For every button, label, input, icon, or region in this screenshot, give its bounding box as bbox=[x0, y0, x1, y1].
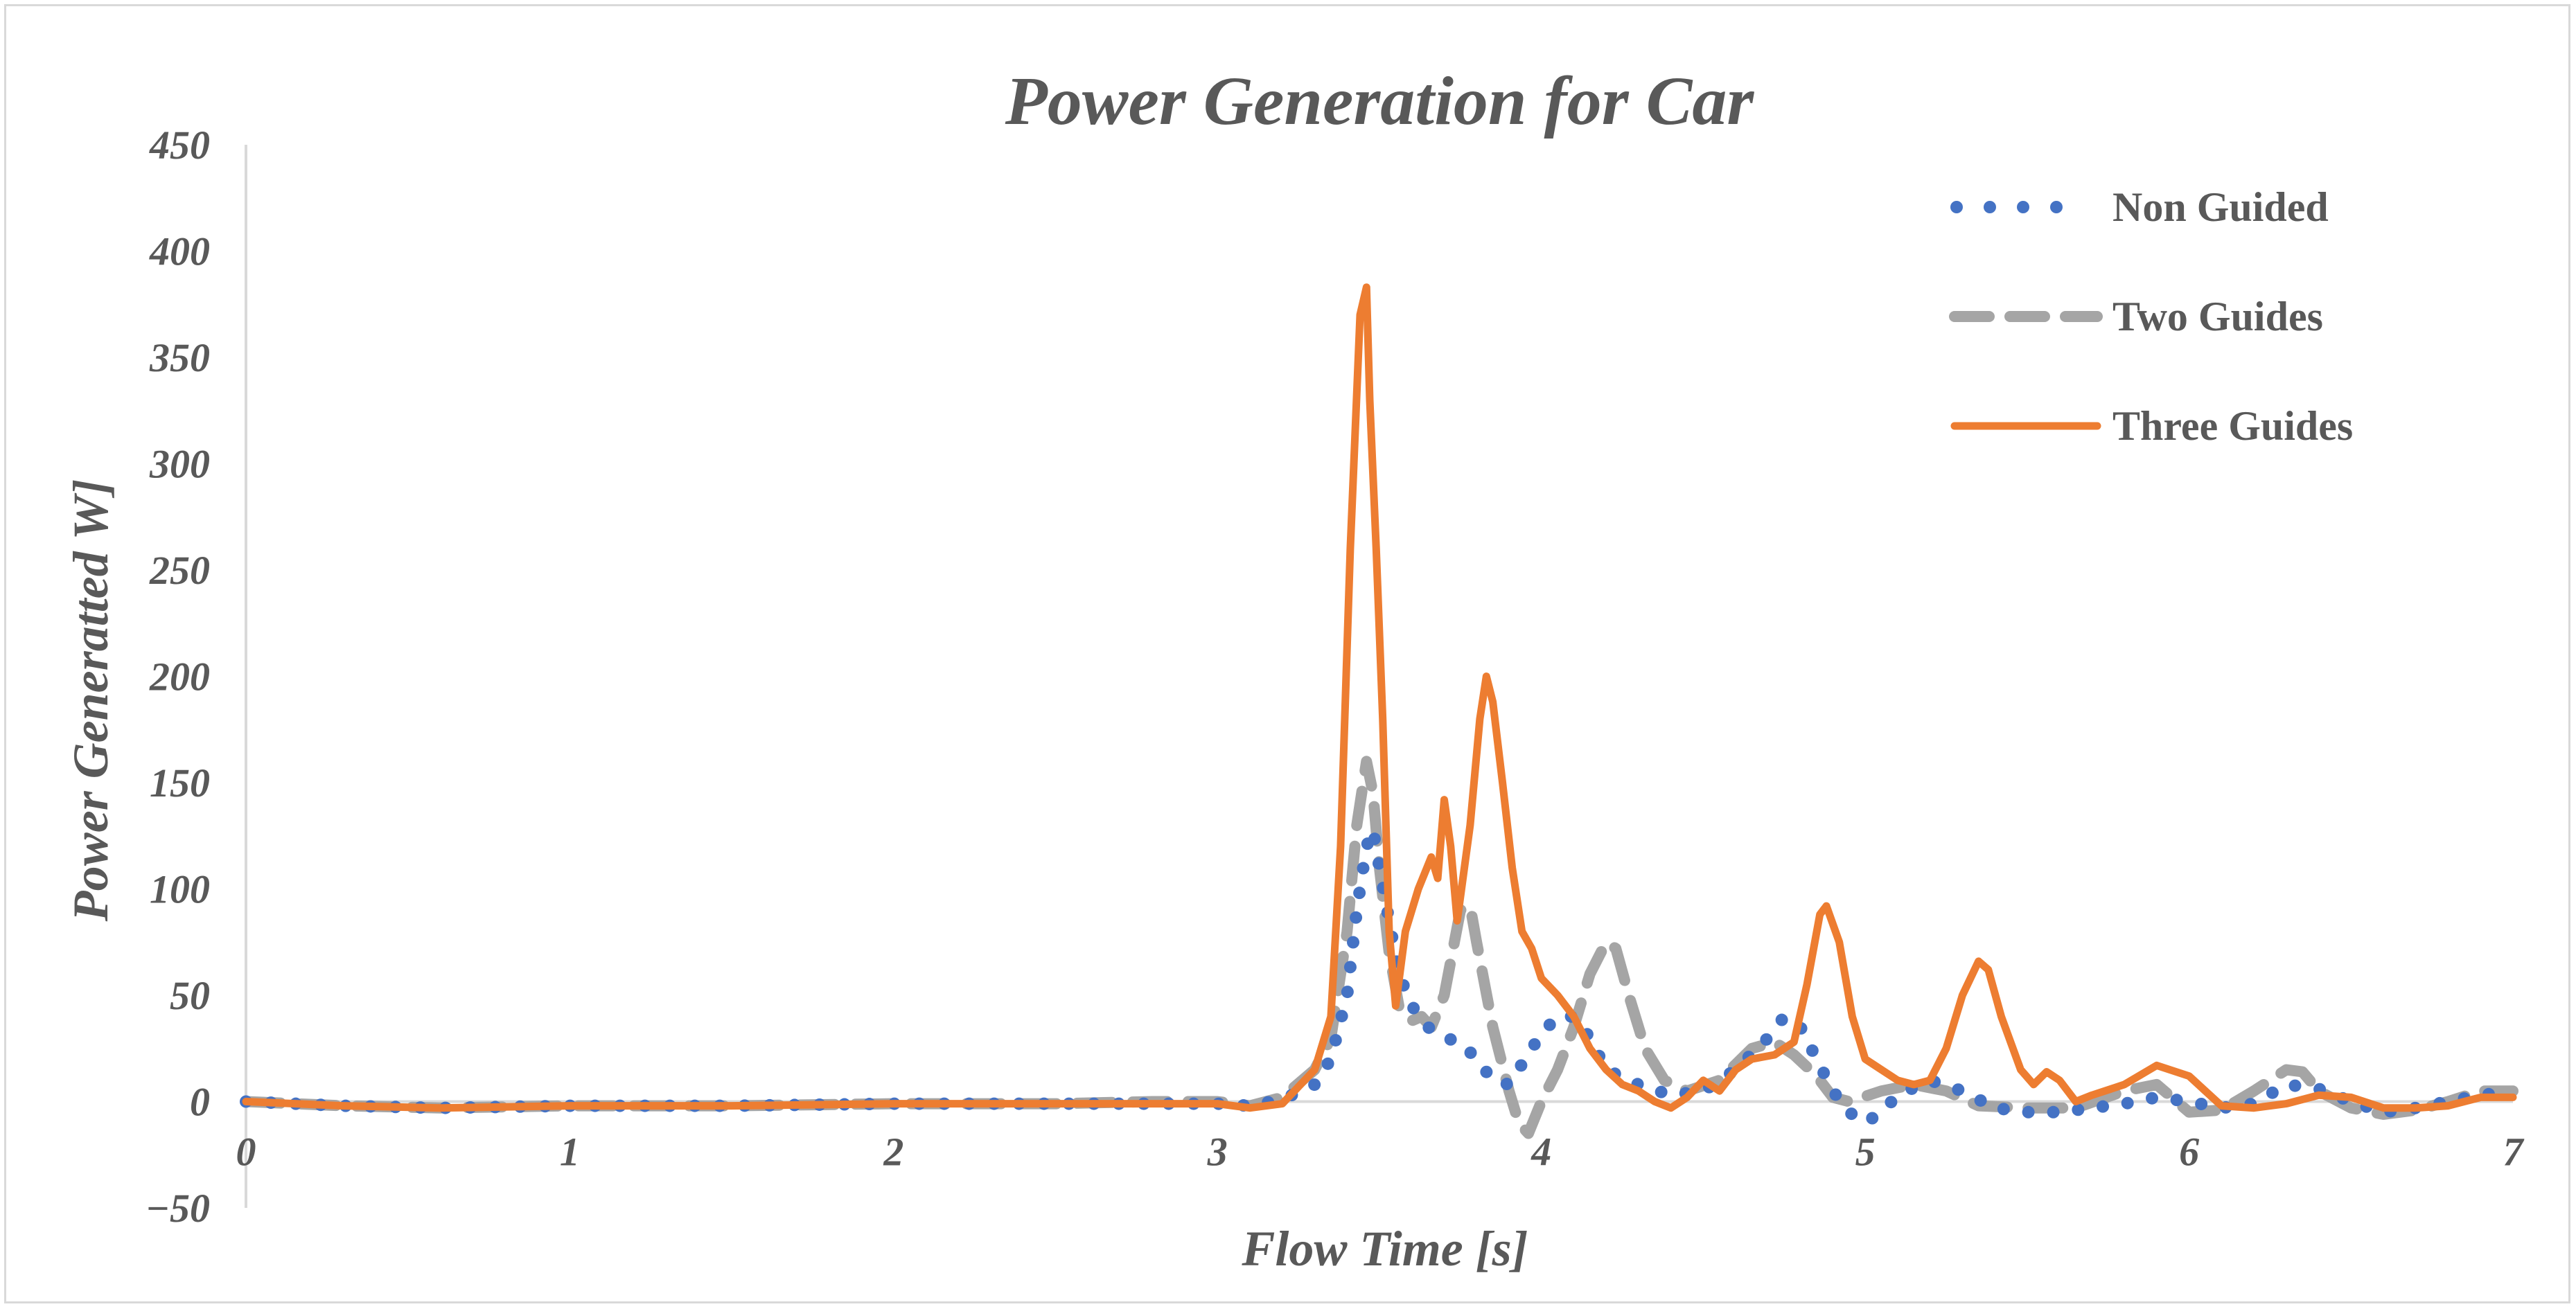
x-tick-label: 3 bbox=[1207, 1130, 1228, 1175]
legend-label-two-guides: Two Guides bbox=[2112, 294, 2323, 339]
y-tick-label: 0 bbox=[190, 1080, 210, 1125]
y-tick-label: 100 bbox=[150, 867, 210, 912]
series-line-three-guides bbox=[242, 283, 2517, 1112]
x-tick-labels: 0 1 2 3 4 5 6 7 bbox=[236, 1130, 2525, 1175]
y-tick-label: 250 bbox=[149, 548, 210, 593]
series-lines bbox=[240, 283, 2519, 1139]
x-tick-label: 5 bbox=[1855, 1130, 1876, 1175]
y-axis-title: Power Generatted W] bbox=[63, 479, 118, 923]
x-tick-label: 1 bbox=[560, 1130, 580, 1175]
y-tick-label: 50 bbox=[170, 973, 210, 1018]
y-tick-label: −50 bbox=[145, 1186, 210, 1231]
chart-canvas: Power Generation for Car Flow Time [s] P… bbox=[63, 62, 2525, 1276]
legend: Non Guided Two Guides Three Guides bbox=[1949, 184, 2353, 449]
y-tick-label: 450 bbox=[149, 123, 210, 168]
x-tick-label: 2 bbox=[883, 1130, 903, 1175]
series-line-non-guided bbox=[240, 823, 2519, 1130]
x-tick-label: 0 bbox=[236, 1130, 256, 1175]
y-tick-label: 400 bbox=[149, 229, 210, 274]
x-axis-title: Flow Time [s] bbox=[1241, 1221, 1528, 1276]
x-tick-label: 6 bbox=[2179, 1130, 2199, 1175]
legend-label-three-guides: Three Guides bbox=[2112, 403, 2353, 449]
chart-title: Power Generation for Car bbox=[1005, 62, 1755, 139]
y-tick-label: 350 bbox=[149, 335, 210, 380]
series-line-two-guides bbox=[240, 756, 2518, 1139]
y-tick-label: 300 bbox=[149, 442, 210, 487]
y-tick-labels: −50 0 50 100 150 200 250 300 350 400 450 bbox=[145, 123, 210, 1231]
y-tick-label: 200 bbox=[149, 654, 210, 700]
x-tick-label: 7 bbox=[2503, 1130, 2525, 1175]
legend-label-non-guided: Non Guided bbox=[2112, 184, 2329, 230]
x-tick-label: 4 bbox=[1530, 1130, 1551, 1175]
y-tick-label: 150 bbox=[150, 760, 210, 805]
chart-frame: Power Generation for Car Flow Time [s] P… bbox=[4, 4, 2570, 1303]
